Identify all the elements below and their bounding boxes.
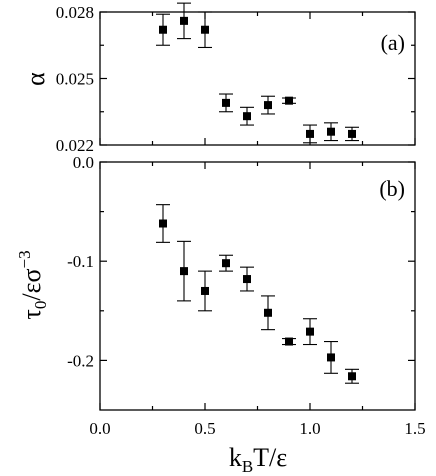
panel-b-ylabel-sup: −3	[15, 250, 34, 268]
panel-b-data-point	[198, 270, 212, 312]
panel-a-marks	[156, 2, 359, 144]
panel-a-axes: 0.022 0.025 0.028	[56, 3, 416, 155]
panel-b-marker	[306, 327, 314, 336]
panel-a-data-point	[345, 126, 359, 142]
panel-a-frame	[99, 11, 416, 146]
panel-a-data-point	[261, 95, 275, 115]
panel-a-marker	[201, 25, 209, 34]
panel-b-marker	[285, 337, 293, 346]
panel-a-data-point	[198, 11, 212, 49]
panel-b-data-point	[177, 240, 191, 302]
panel-a: (a) α 0.022 0.025 0.028	[21, 2, 416, 155]
panel-b-data-point	[219, 254, 233, 272]
panel-a-marker	[264, 101, 272, 110]
panel-a-data-point	[324, 122, 338, 142]
panel-b-data-point	[303, 318, 317, 346]
panel-a-marker	[306, 129, 314, 138]
panel-a-data-point	[303, 124, 317, 144]
x-axis-label-rest: T/ε	[253, 443, 287, 472]
panel-b-ylabel-sub: 0	[31, 301, 50, 310]
panel-b-ytick-label: 0.0	[73, 153, 94, 172]
panel-b: (b) τ0/εσ−3 0.0 -0.1 -0.2 0.0 0.5 1.0 1.5	[15, 153, 426, 438]
panel-b-axes: 0.0 -0.1 -0.2 0.0 0.5 1.0 1.5	[67, 153, 426, 438]
panel-b-data-point	[156, 204, 170, 243]
panel-b-marker	[243, 275, 251, 284]
panel-a-marker	[222, 98, 230, 107]
panel-a-data-point	[219, 93, 233, 113]
panel-b-marks	[156, 204, 359, 384]
panel-b-ylabel-tau: τ	[17, 309, 46, 319]
panel-b-xtick-label: 1.0	[299, 419, 320, 438]
panel-a-marker	[285, 96, 293, 105]
panel-a-data-point	[177, 2, 191, 40]
panel-b-ylabel: τ0/εσ−3	[15, 250, 50, 319]
panel-b-marker	[201, 286, 209, 295]
panel-a-ytick-label: 0.028	[56, 3, 94, 22]
panel-b-data-point	[324, 341, 338, 374]
panel-a-marker	[348, 129, 356, 138]
panel-a-marker	[327, 127, 335, 136]
panel-a-data-point	[156, 13, 170, 46]
panel-b-marker	[348, 372, 356, 381]
panel-b-marker	[264, 308, 272, 317]
panel-a-marker	[180, 16, 188, 25]
panel-b-marker	[180, 267, 188, 276]
panel-a-data-point	[240, 106, 254, 126]
x-axis-label-k: k	[229, 443, 242, 472]
panel-b-xtick-label: 1.5	[404, 419, 425, 438]
panel-a-marker	[243, 112, 251, 121]
x-axis-label: kBT/ε	[229, 443, 287, 476]
panel-a-label: (a)	[381, 30, 405, 55]
panel-b-ytick-label: -0.1	[67, 252, 94, 271]
panel-a-ytick-label: 0.022	[56, 136, 94, 155]
panel-a-ytick-label: 0.025	[56, 70, 94, 89]
panel-b-data-point	[282, 337, 296, 346]
panel-b-xtick-label: 0.5	[194, 419, 215, 438]
panel-b-ylabel-mid: /εσ	[17, 268, 46, 300]
x-axis-label-sub: B	[242, 457, 253, 476]
panel-b-xtick-label: 0.0	[89, 419, 110, 438]
panel-b-ytick-label: -0.2	[67, 351, 94, 370]
panel-b-marker	[327, 353, 335, 362]
panel-b-data-point	[261, 295, 275, 331]
panel-b-data-point	[240, 266, 254, 292]
panel-b-marker	[159, 219, 167, 228]
panel-b-data-point	[345, 368, 359, 384]
panel-a-marker	[159, 25, 167, 34]
panel-a-data-point	[282, 96, 296, 105]
panel-b-marker	[222, 259, 230, 268]
panel-b-frame	[99, 161, 416, 411]
panel-b-label: (b)	[379, 176, 405, 201]
panel-a-ylabel: α	[21, 72, 50, 86]
